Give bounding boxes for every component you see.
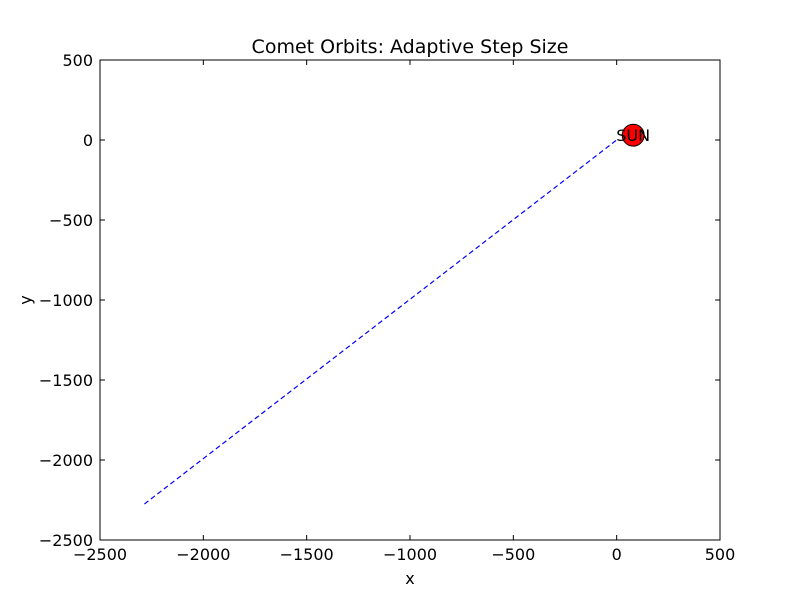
x-tick-label: −1000 bbox=[383, 545, 437, 564]
sun-marker bbox=[621, 123, 645, 147]
y-tick-label: −2000 bbox=[39, 451, 93, 470]
plot-area: SUN bbox=[144, 123, 650, 505]
sun-label: SUN bbox=[616, 126, 650, 145]
chart-title: Comet Orbits: Adaptive Step Size bbox=[252, 36, 569, 58]
x-tick-label: −2000 bbox=[176, 545, 230, 564]
x-tick-label: −1500 bbox=[280, 545, 334, 564]
y-tick-label: −1500 bbox=[39, 371, 93, 390]
y-tick-label: 500 bbox=[62, 51, 93, 70]
y-tick-label: −2500 bbox=[39, 531, 93, 550]
x-axis-title: x bbox=[405, 569, 414, 588]
axis-ticks: −2500 −2000 −1500 −1000 −500 0 500 −2500 −2000 −1… bbox=[39, 51, 735, 564]
x-tick-label: 500 bbox=[705, 545, 736, 564]
axes-frame bbox=[99, 59, 721, 541]
orbit-line-0 bbox=[144, 139, 618, 505]
y-axis-title: y bbox=[16, 295, 35, 304]
x-tick-label: 0 bbox=[612, 545, 622, 564]
y-tick-label: 0 bbox=[83, 131, 93, 150]
x-tick-label: −2500 bbox=[73, 545, 127, 564]
x-tick-label: −500 bbox=[491, 545, 535, 564]
y-tick-label: −1000 bbox=[39, 291, 93, 310]
y-tick-label: −500 bbox=[49, 211, 93, 230]
